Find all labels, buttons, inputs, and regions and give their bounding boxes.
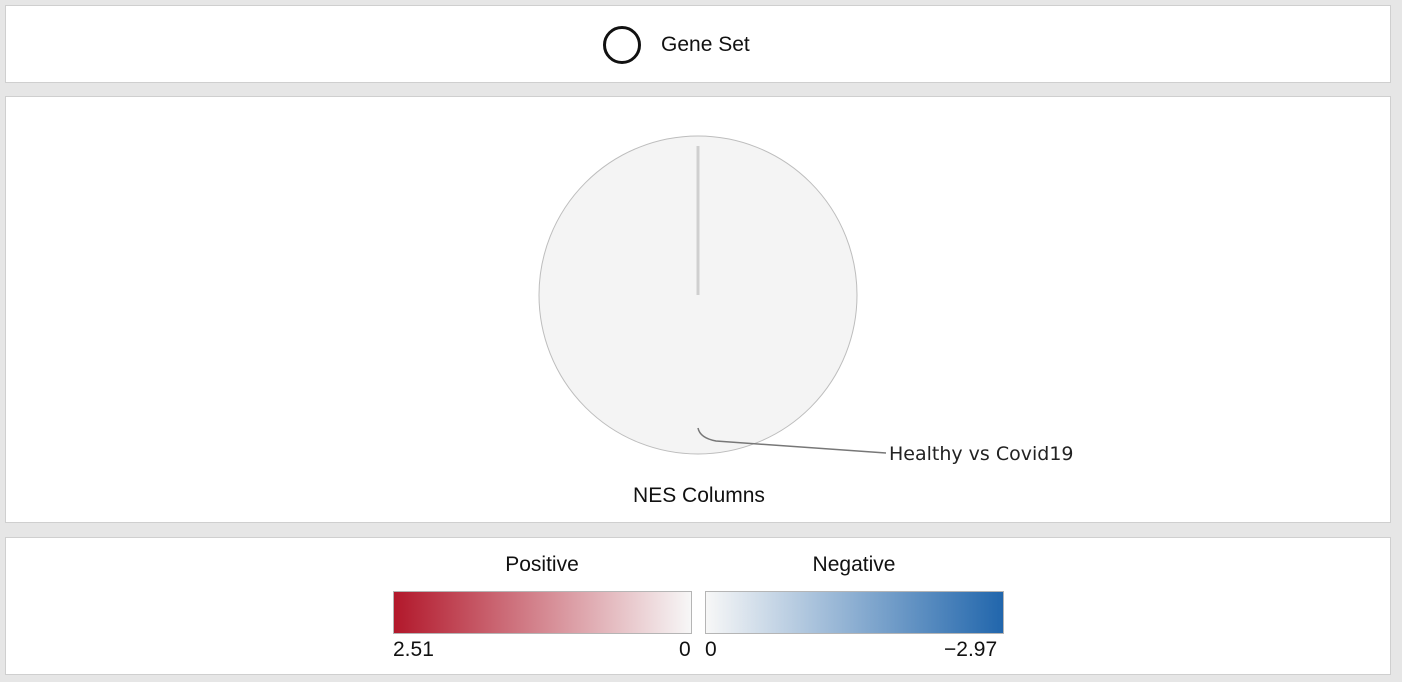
circle-outline-icon [603, 26, 641, 64]
gene-set-label: Gene Set [661, 33, 750, 56]
negative-max-label: −2.97 [944, 638, 998, 661]
gene-set-header-panel: Gene Set [5, 5, 1391, 83]
negative-gradient-bar [705, 591, 1004, 634]
negative-min-label: 0 [705, 638, 717, 661]
slice-label: Healthy vs Covid19 [889, 443, 1074, 465]
negative-legend-title: Negative [812, 553, 896, 576]
positive-min-label: 2.51 [393, 638, 434, 661]
positive-max-label: 0 [679, 638, 691, 661]
positive-legend-title: Positive [505, 553, 579, 576]
positive-gradient-bar [393, 591, 692, 634]
pie-chart-panel: Healthy vs Covid19 NES Columns [5, 96, 1391, 523]
chart-title: NES Columns [633, 484, 765, 507]
pie-chart: Healthy vs Covid19 [538, 135, 1074, 465]
slice-label-leader-line [697, 427, 887, 454]
color-legend-panel: Positive Negative 2.51 0 0 −2.97 [5, 537, 1391, 675]
